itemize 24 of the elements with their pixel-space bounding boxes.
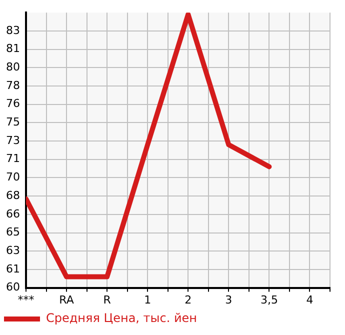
x-tick-label: 3,5 bbox=[260, 293, 278, 306]
y-tick-label: 78 bbox=[6, 78, 20, 92]
y-tick-label: 70 bbox=[6, 170, 20, 184]
x-tick-label: 3 bbox=[225, 293, 232, 306]
y-tick-label: 73 bbox=[6, 134, 20, 147]
x-tick-label: 2 bbox=[184, 293, 192, 306]
y-tick-label: 71 bbox=[6, 152, 20, 166]
x-tick-label: RA bbox=[59, 293, 74, 306]
y-tick-label: 60 bbox=[6, 280, 20, 294]
y-tick-label: 68 bbox=[6, 188, 20, 202]
y-tick-label: 66 bbox=[6, 207, 20, 220]
legend-label: Средняя Цена, тыс. йен bbox=[46, 311, 198, 326]
x-tick-label: 4 bbox=[306, 293, 314, 306]
y-tick-label: 83 bbox=[6, 24, 20, 37]
x-tick-label: R bbox=[103, 293, 112, 306]
y-tick-label: 65 bbox=[6, 226, 20, 239]
y-tick-label: 61 bbox=[6, 262, 20, 276]
x-tick-label: *** bbox=[18, 293, 35, 306]
y-tick-label: 75 bbox=[6, 116, 20, 129]
y-tick-label: 76 bbox=[6, 97, 20, 110]
y-tick-label: 80 bbox=[6, 60, 20, 74]
y-tick-label: 81 bbox=[6, 42, 20, 56]
x-tick-label: 1 bbox=[144, 293, 152, 306]
y-tick-label: 63 bbox=[6, 244, 20, 257]
